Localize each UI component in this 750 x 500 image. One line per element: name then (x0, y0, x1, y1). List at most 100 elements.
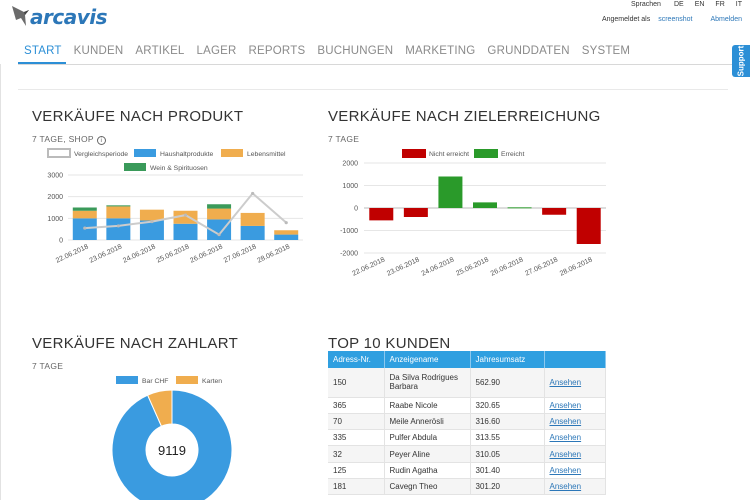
cell-anzeigename: Meile Annerösli (384, 413, 471, 431)
line-point (83, 226, 87, 230)
bar (139, 220, 164, 240)
legend-swatch (474, 149, 498, 158)
legend-swatch (176, 376, 198, 384)
top-bar: arcavis Sprachen DE EN FR IT Angemeldet … (0, 0, 750, 36)
nav-start[interactable]: START (24, 45, 62, 57)
zahlart-subtitle: 7 TAGE (32, 361, 64, 371)
app-logo[interactable]: arcavis (10, 4, 108, 28)
language-en[interactable]: EN (694, 1, 705, 8)
x-tick-label: 28.06.2018 (256, 243, 291, 264)
table-row[interactable]: 335 Pulfer Abdula 313.55 Ansehen (328, 429, 606, 447)
legend-swatch (47, 148, 71, 158)
line-point (217, 232, 221, 237)
kunden-title: TOP 10 KUNDEN (328, 335, 451, 352)
table-row[interactable]: 365 Raabe Nicole 320.65 Ansehen (328, 397, 606, 414)
line-point (183, 213, 188, 217)
bar (507, 207, 532, 209)
produkt-title: VERKÄUFE NACH PRODUKT (32, 108, 244, 125)
header-jahresumsatz[interactable]: Jahresumsatz (470, 351, 545, 368)
view-customer-link[interactable]: Ansehen (549, 377, 582, 387)
nav-reports[interactable]: REPORTS (248, 45, 306, 57)
support-tab[interactable]: Support (732, 45, 750, 77)
bar (369, 208, 394, 221)
info-icon[interactable]: i (96, 136, 106, 145)
language-it[interactable]: IT (735, 1, 742, 8)
nav-artikel[interactable]: ARTIKEL (135, 45, 185, 57)
y-tick-label: 1000 (342, 183, 358, 190)
legend-label: Erreicht (501, 151, 525, 158)
user-name-link[interactable]: screenshot (658, 16, 693, 23)
header-anzeigename[interactable]: Anzeigename (384, 351, 471, 368)
view-customer-link[interactable]: Ansehen (549, 482, 582, 492)
cell-anzeigename: Da Silva Rodrigues Barbara (384, 368, 471, 398)
cell-jahresumsatz: 316.60 (470, 413, 545, 431)
nav-system[interactable]: SYSTEM (581, 45, 631, 57)
y-tick-label: 0 (354, 206, 358, 213)
cell-adress-nr: 125 (328, 462, 385, 479)
y-tick-label: 3000 (47, 173, 63, 180)
view-customer-link[interactable]: Ansehen (549, 416, 582, 426)
x-tick-label: 22.06.2018 (55, 243, 90, 264)
cell-jahresumsatz: 313.55 (470, 429, 545, 447)
line-point (116, 224, 120, 228)
kunden-table-wrap: Adress-Nr. Anzeigename Jahresumsatz 150 D… (328, 351, 606, 496)
logout-link[interactable]: Abmelden (710, 16, 742, 23)
nav-marketing[interactable]: MARKETING (405, 45, 476, 57)
produkt-chart: 0 1000 2000 3000 Vergleichsperiode Haushaltpr… (47, 148, 303, 265)
cell-anzeigename: Raabe Nicole (384, 397, 471, 414)
language-switcher: Sprachen DE EN FR IT (631, 1, 742, 8)
y-tick-label: -1000 (340, 228, 358, 235)
zahlart-title: VERKÄUFE NACH ZAHLART (32, 335, 239, 352)
legend-swatch (134, 149, 156, 157)
nav-grunddaten[interactable]: GRUNDDATEN (487, 45, 570, 57)
language-de[interactable]: DE (673, 1, 684, 8)
view-customer-link[interactable]: Ansehen (549, 433, 582, 443)
cell-action: Ansehen (544, 478, 606, 496)
bar (106, 218, 131, 240)
nav-kunden[interactable]: KUNDEN (73, 45, 124, 57)
main-nav: START KUNDEN ARTIKEL LAGER REPORTS BUCHU… (18, 44, 636, 60)
bird-logo-icon (12, 6, 29, 26)
produkt-subtitle-text: 7 TAGE, SHOP (32, 134, 94, 144)
language-fr[interactable]: FR (715, 1, 725, 8)
table-row[interactable]: 70 Meile Annerösli 316.60 Ansehen (328, 413, 606, 431)
table-row[interactable]: 32 Peyer Aline 310.05 Ansehen (328, 445, 606, 463)
table-row[interactable]: 125 Rudin Agatha 301.40 Ansehen (328, 462, 606, 479)
bar (106, 205, 131, 207)
x-tick-label: 28.06.2018 (559, 256, 594, 277)
bar (438, 176, 463, 208)
bar (72, 207, 97, 211)
nav-lager[interactable]: LAGER (196, 45, 237, 57)
table-row[interactable]: 150 Da Silva Rodrigues Barbara 562.90 Anseh… (328, 368, 606, 398)
user-info: Angemeldet als screenshot Abmelden (602, 16, 742, 23)
pie-slice (111, 389, 233, 500)
ziel-subtitle: 7 TAGE (328, 134, 360, 144)
table-row[interactable]: 181 Cavegn Theo 301.20 Ansehen (328, 478, 606, 496)
produkt-subtitle: 7 TAGE, SHOP i (32, 134, 106, 145)
cell-adress-nr: 150 (328, 368, 385, 398)
nav-active-indicator (18, 62, 66, 64)
bar (403, 208, 428, 217)
cell-action: Ansehen (544, 429, 606, 447)
view-customer-link[interactable]: Ansehen (549, 465, 582, 475)
view-customer-link[interactable]: Ansehen (549, 449, 582, 459)
header-adress-nr[interactable]: Adress-Nr. (328, 351, 385, 368)
pie-slice (146, 389, 173, 427)
cell-action: Ansehen (544, 413, 606, 431)
cell-action: Ansehen (544, 462, 606, 479)
donut-center-label: 9119 (158, 443, 186, 458)
ziel-chart: 2000 1000 0 -1000 -2000 Nicht erreicht Erreich… (340, 149, 606, 278)
view-customer-link[interactable]: Ansehen (549, 400, 582, 410)
nav-buchungen[interactable]: BUCHUNGEN (317, 45, 394, 57)
legend-label: Wein & Spirituosen (150, 165, 208, 172)
cell-adress-nr: 335 (328, 429, 385, 447)
cell-anzeigename: Rudin Agatha (384, 462, 471, 479)
legend-label: Karten (202, 378, 222, 385)
cell-jahresumsatz: 301.40 (470, 462, 545, 479)
bar (106, 206, 131, 219)
legend-swatch (221, 149, 243, 157)
bar (173, 210, 198, 224)
header-actions (544, 351, 606, 368)
kunden-table: Adress-Nr. Anzeigename Jahresumsatz 150 D… (328, 351, 606, 496)
bar (473, 202, 497, 208)
